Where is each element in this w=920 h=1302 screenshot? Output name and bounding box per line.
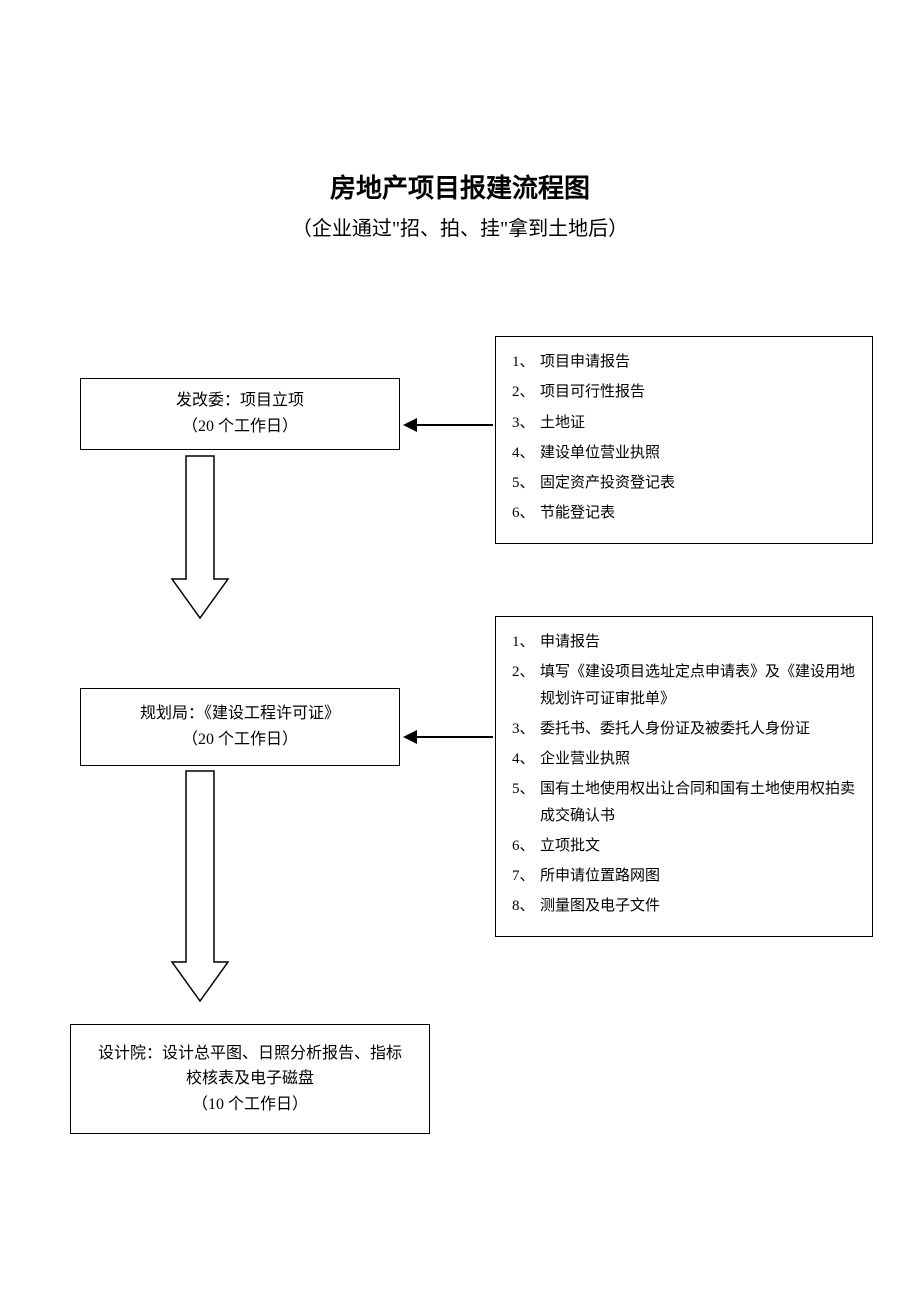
- requirements-list: 1、项目申请报告 2、项目可行性报告 3、土地证 4、建设单位营业执照 5、固定…: [512, 349, 856, 527]
- list-item: 3、委托书、委托人身份证及被委托人身份证: [512, 716, 856, 742]
- item-text: 立项批文: [540, 833, 856, 859]
- list-item: 2、项目可行性报告: [512, 379, 856, 405]
- list-item: 1、项目申请报告: [512, 349, 856, 375]
- list-item: 1、申请报告: [512, 629, 856, 655]
- item-text: 委托书、委托人身份证及被委托人身份证: [540, 716, 856, 742]
- item-text: 企业营业执照: [540, 746, 856, 772]
- item-text: 节能登记表: [540, 500, 856, 526]
- list-item: 5、国有土地使用权出让合同和国有土地使用权拍卖成交确认书: [512, 776, 856, 829]
- item-number: 5、: [512, 776, 540, 802]
- list-item: 5、固定资产投资登记表: [512, 470, 856, 496]
- list-item: 6、节能登记表: [512, 500, 856, 526]
- node-label-line2: （20 个工作日）: [182, 727, 298, 753]
- item-number: 3、: [512, 716, 540, 742]
- list-item: 3、土地证: [512, 410, 856, 436]
- item-text: 所申请位置路网图: [540, 863, 856, 889]
- node-label-line1: 设计院：设计总平图、日照分析报告、指标: [98, 1041, 402, 1067]
- item-number: 1、: [512, 349, 540, 375]
- item-number: 3、: [512, 410, 540, 436]
- list-item: 8、测量图及电子文件: [512, 893, 856, 919]
- list-item: 4、企业营业执照: [512, 746, 856, 772]
- item-text: 国有土地使用权出让合同和国有土地使用权拍卖成交确认书: [540, 776, 856, 829]
- item-number: 5、: [512, 470, 540, 496]
- item-number: 1、: [512, 629, 540, 655]
- node-label-line2: 校核表及电子磁盘: [186, 1066, 314, 1092]
- item-number: 4、: [512, 746, 540, 772]
- item-number: 4、: [512, 440, 540, 466]
- node-label-line3: （10 个工作日）: [192, 1092, 308, 1118]
- list-item: 6、立项批文: [512, 833, 856, 859]
- flow-node-guihuaju: 规划局：《建设工程许可证》 （20 个工作日）: [80, 688, 400, 766]
- flow-node-fagaiwei: 发改委：项目立项 （20 个工作日）: [80, 378, 400, 450]
- requirements-box-1: 1、项目申请报告 2、项目可行性报告 3、土地证 4、建设单位营业执照 5、固定…: [495, 336, 873, 544]
- requirements-list: 1、申请报告 2、填写《建设项目选址定点申请表》及《建设用地规划许可证审批单》 …: [512, 629, 856, 920]
- arrow-line: [415, 736, 493, 738]
- list-item: 4、建设单位营业执照: [512, 440, 856, 466]
- item-text: 建设单位营业执照: [540, 440, 856, 466]
- arrow-left-icon: [403, 418, 493, 432]
- item-number: 2、: [512, 659, 540, 685]
- block-arrow-down-icon: [170, 770, 230, 1002]
- list-item: 2、填写《建设项目选址定点申请表》及《建设用地规划许可证审批单》: [512, 659, 856, 712]
- item-text: 测量图及电子文件: [540, 893, 856, 919]
- item-number: 2、: [512, 379, 540, 405]
- item-text: 填写《建设项目选址定点申请表》及《建设用地规划许可证审批单》: [540, 659, 856, 712]
- item-number: 6、: [512, 500, 540, 526]
- item-number: 7、: [512, 863, 540, 889]
- item-number: 6、: [512, 833, 540, 859]
- arrow-line: [415, 424, 493, 426]
- item-text: 土地证: [540, 410, 856, 436]
- item-text: 申请报告: [540, 629, 856, 655]
- item-text: 项目可行性报告: [540, 379, 856, 405]
- page-title: 房地产项目报建流程图: [0, 168, 920, 205]
- item-number: 8、: [512, 893, 540, 919]
- node-label-line1: 发改委：项目立项: [176, 388, 304, 414]
- requirements-box-2: 1、申请报告 2、填写《建设项目选址定点申请表》及《建设用地规划许可证审批单》 …: [495, 616, 873, 937]
- item-text: 固定资产投资登记表: [540, 470, 856, 496]
- item-text: 项目申请报告: [540, 349, 856, 375]
- flow-node-shejiyuan: 设计院：设计总平图、日照分析报告、指标 校核表及电子磁盘 （10 个工作日）: [70, 1024, 430, 1134]
- arrow-left-icon: [403, 730, 493, 744]
- block-arrow-down-icon: [170, 455, 230, 619]
- node-label-line1: 规划局：《建设工程许可证》: [140, 701, 340, 727]
- list-item: 7、所申请位置路网图: [512, 863, 856, 889]
- page-subtitle: （企业通过"招、拍、挂"拿到土地后）: [0, 212, 920, 241]
- node-label-line2: （20 个工作日）: [182, 414, 298, 440]
